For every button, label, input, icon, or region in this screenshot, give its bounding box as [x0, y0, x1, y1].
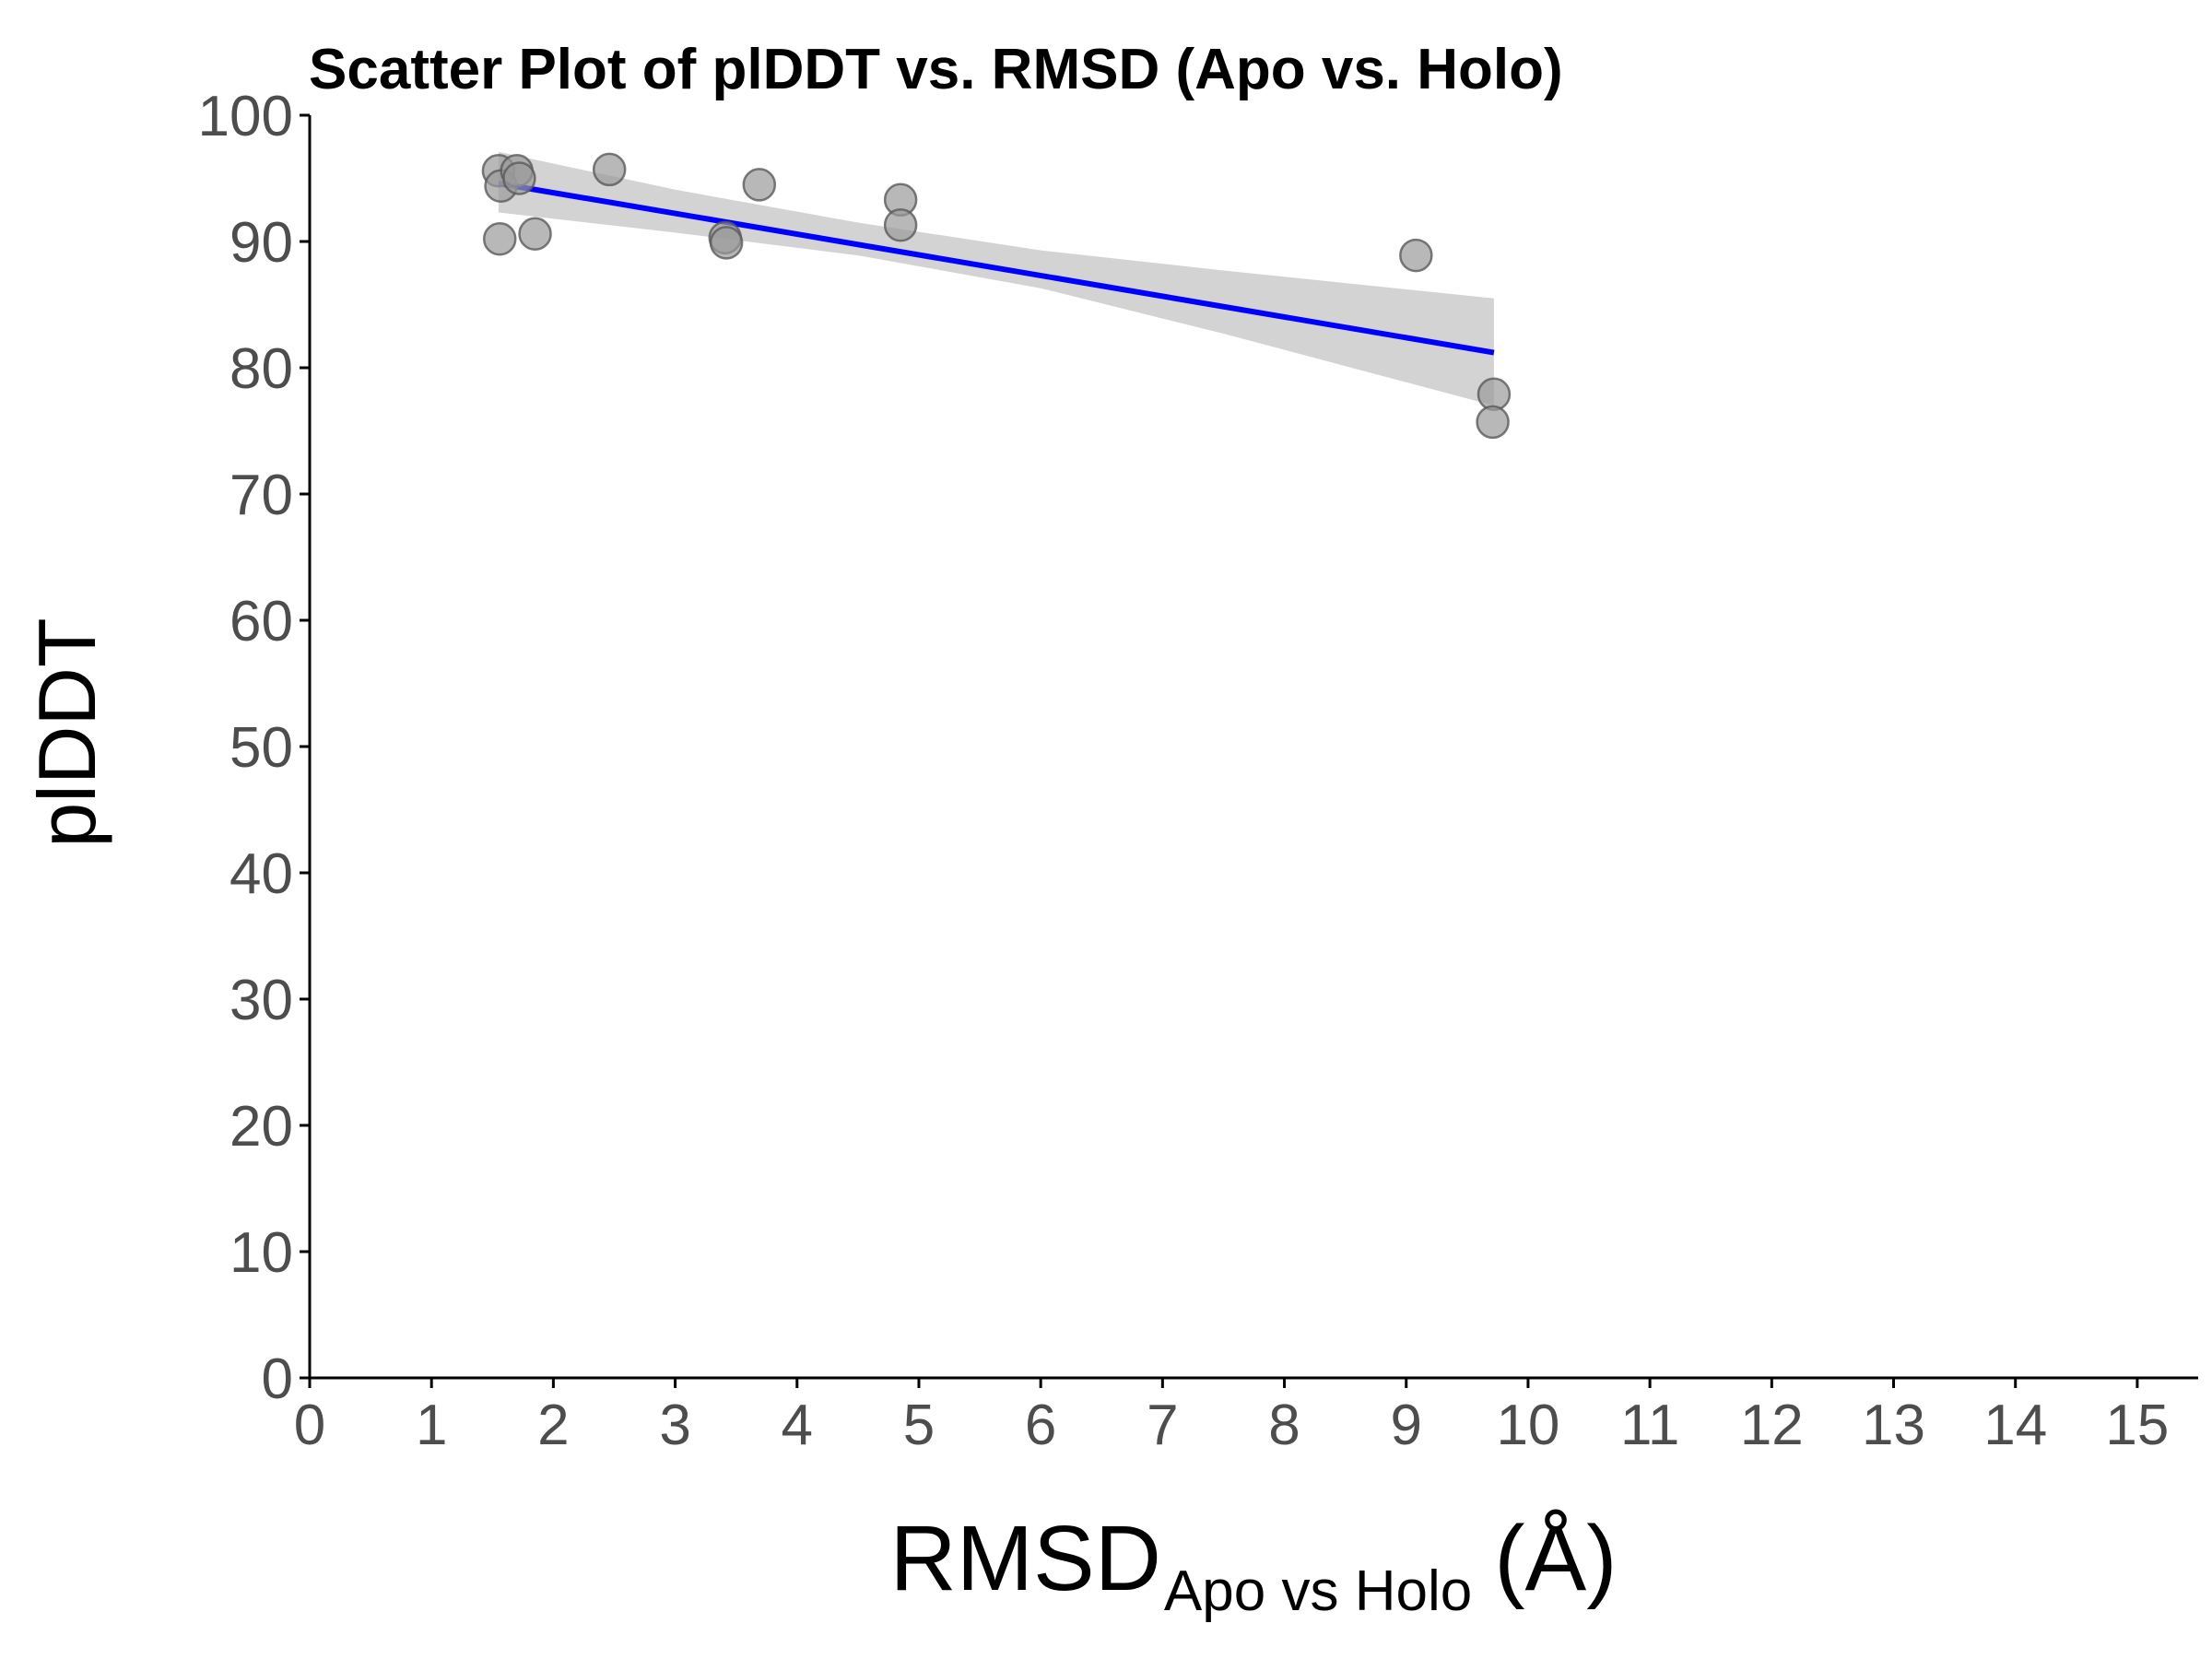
- data-point: [709, 226, 744, 260]
- y-axis-title: plDDT: [21, 618, 112, 847]
- x-tick-label: 8: [1268, 1394, 1300, 1457]
- x-axis-title-main: RMSD: [889, 1507, 1160, 1610]
- regression-line: [498, 181, 1495, 356]
- y-tick-label: 10: [229, 1221, 293, 1285]
- y-tick-label: 20: [229, 1095, 293, 1159]
- data-point: [1477, 377, 1512, 412]
- y-tick-label: 0: [262, 1347, 293, 1411]
- y-tick-label: 40: [229, 842, 293, 906]
- x-tick-label: 12: [1740, 1394, 1804, 1457]
- data-point: [502, 161, 536, 195]
- x-tick-label: 4: [782, 1394, 813, 1457]
- x-tick-label: 10: [1496, 1394, 1559, 1457]
- data-points-layer: [481, 152, 1512, 440]
- x-tick-label: 9: [1390, 1394, 1421, 1457]
- data-point: [592, 152, 627, 187]
- x-tick-label: 15: [2105, 1394, 2169, 1457]
- chart-title: Scatter Plot of plDDT vs. RMSD (Apo vs. …: [309, 38, 1563, 101]
- x-tick-label: 7: [1147, 1394, 1178, 1457]
- y-tick-label: 70: [229, 464, 293, 527]
- x-axis-title-unit: (Å): [1494, 1507, 1617, 1610]
- y-tick-label: 60: [229, 590, 293, 653]
- confidence-band-layer: [498, 151, 1494, 406]
- x-tick-label: 13: [1862, 1394, 1925, 1457]
- data-point: [482, 222, 517, 256]
- data-point: [1399, 238, 1433, 273]
- x-tick-label: 2: [537, 1394, 569, 1457]
- y-tick-label: 90: [229, 211, 293, 275]
- x-tick-label: 14: [1983, 1394, 2047, 1457]
- y-tick-label: 50: [229, 716, 293, 780]
- x-tick-label: 5: [903, 1394, 935, 1457]
- confidence-band: [498, 151, 1494, 406]
- y-tick-label: 30: [229, 969, 293, 1032]
- x-tick-label: 11: [1620, 1394, 1679, 1457]
- y-tick-label: 80: [229, 337, 293, 401]
- x-tick-label: 6: [1025, 1394, 1056, 1457]
- fit-line-layer: [498, 181, 1495, 356]
- axes-layer: [300, 113, 2198, 1388]
- x-tick-label: 0: [294, 1394, 325, 1457]
- x-axis-title: RMSDApo vs Holo (Å): [889, 1507, 1617, 1623]
- data-point: [518, 217, 552, 252]
- y-tick-label: 100: [198, 85, 293, 148]
- data-point: [883, 207, 918, 242]
- x-tick-label: 3: [659, 1394, 690, 1457]
- data-point: [1476, 405, 1510, 440]
- data-point: [742, 168, 777, 202]
- x-tick-label: 1: [416, 1394, 447, 1457]
- x-axis-title-subscript: Apo vs Holo: [1164, 1559, 1472, 1623]
